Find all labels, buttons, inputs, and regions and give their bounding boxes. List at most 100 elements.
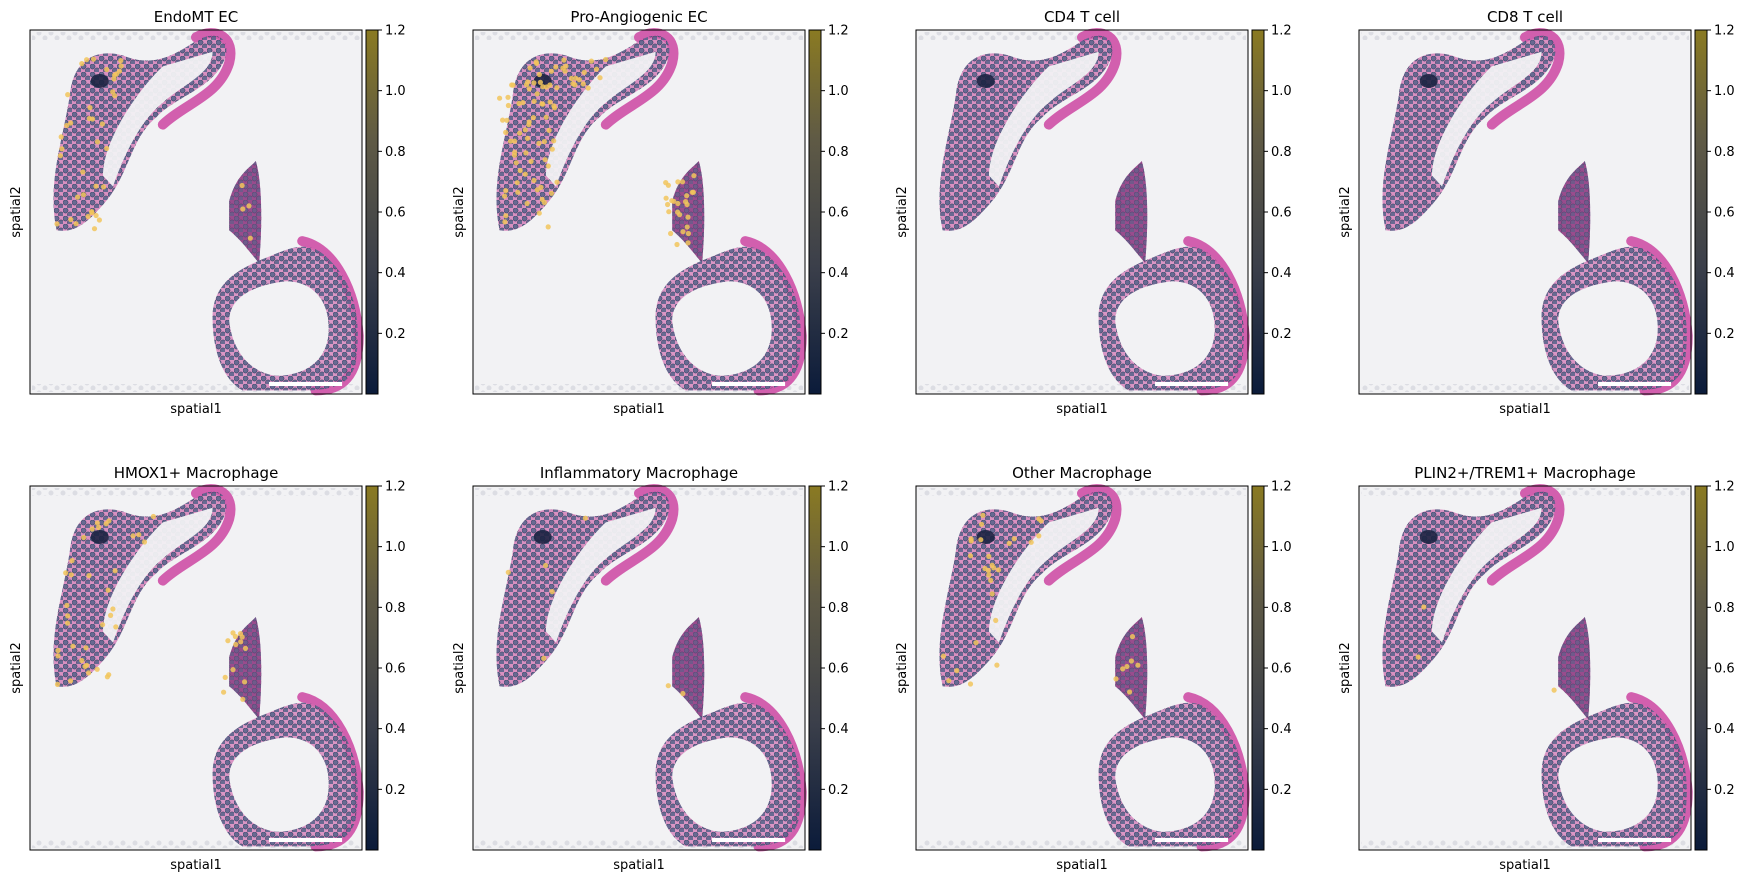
hot-spot [1415, 654, 1421, 660]
panel-2: Pro-Angiogenic EC spatial1 spatial2 0.2 0.4 0… [452, 8, 849, 417]
colorbar-tick-label: 1.0 [1271, 540, 1292, 555]
colorbar-tick-label: 0.8 [828, 601, 849, 616]
hot-spot [1006, 540, 1012, 547]
hot-spot [665, 683, 671, 689]
hot-spot [1036, 533, 1042, 539]
spots-ring [1541, 702, 1687, 847]
lumen-upper [103, 51, 213, 187]
hot-spot [118, 63, 124, 69]
hot-spot [549, 146, 555, 152]
axes-frame [29, 485, 363, 851]
hot-spot [685, 240, 691, 246]
colorbar-tick-label: 1.0 [1714, 540, 1735, 555]
hot-spot [64, 122, 70, 129]
x-axis-label: spatial1 [1499, 402, 1551, 417]
hot-spot [988, 577, 994, 584]
hot-spot [685, 214, 691, 220]
colorbar-tick-label: 0.8 [1271, 601, 1292, 616]
panel-8: PLIN2+/TREM1+ Macrophage spatial1 spatial2… [1338, 464, 1735, 873]
colorbar-tick-label: 0.2 [385, 783, 406, 798]
colorbar-tick-label: 1.2 [1714, 24, 1735, 39]
y-axis-label: spatial2 [452, 642, 467, 694]
hot-spot [82, 663, 88, 670]
hot-spot [240, 206, 246, 212]
hot-spot [1127, 689, 1133, 695]
hot-spot [75, 194, 81, 200]
dark-spot-cluster [90, 73, 109, 88]
high-value-spots [54, 56, 253, 241]
hot-spot [531, 98, 537, 104]
colorbar-tick-label: 0.4 [1714, 722, 1735, 737]
hot-spot [54, 221, 60, 227]
lumen-upper [1432, 507, 1542, 643]
panel-7: Other Macrophage spatial1 spatial2 0.2 0.4 0.… [895, 464, 1292, 873]
hot-spot [505, 94, 511, 100]
spots-middle [1115, 161, 1148, 263]
hot-spot [221, 689, 227, 695]
hot-spot [93, 212, 99, 219]
colorbar [1694, 485, 1708, 851]
hot-spot [57, 153, 64, 159]
panel-title: Inflammatory Macrophage [540, 464, 738, 482]
hot-spot [570, 81, 576, 87]
hot-spot [225, 638, 231, 644]
hot-spot [89, 209, 95, 215]
scale-bar [269, 838, 343, 842]
hot-spot [505, 102, 511, 109]
dark-spot-cluster [1419, 73, 1438, 88]
hot-spot [1421, 604, 1427, 610]
colorbar-tick-label: 0.8 [1714, 145, 1735, 160]
hot-spot [111, 76, 117, 82]
hot-spot [94, 520, 100, 526]
colorbar-tick-label: 0.6 [385, 662, 406, 677]
hot-spot [55, 647, 61, 654]
hot-spot [522, 171, 528, 177]
hot-spot [691, 173, 697, 179]
x-axis-label: spatial1 [613, 858, 665, 873]
scale-bar [269, 382, 343, 386]
hot-spot [979, 521, 985, 527]
x-axis-label: spatial1 [613, 402, 665, 417]
hot-spot [73, 221, 79, 227]
hot-spot [526, 86, 532, 92]
hot-spot [551, 138, 557, 144]
colorbar-tick-label: 0.2 [1271, 783, 1292, 798]
hot-spot [991, 565, 997, 571]
hot-spot [543, 84, 550, 90]
hot-spot [554, 179, 560, 185]
colorbar-tick-label: 1.2 [828, 480, 849, 495]
colorbar-tick-label: 0.8 [828, 145, 849, 160]
hot-spot [593, 66, 600, 72]
hot-spot [511, 149, 518, 155]
colorbar-tick-label: 0.8 [385, 145, 406, 160]
hot-spot [68, 572, 74, 578]
colorbar-tick-label: 1.0 [1714, 84, 1735, 99]
hot-spot [100, 622, 106, 628]
hot-spot [64, 620, 71, 626]
hot-spot [675, 200, 681, 207]
hot-spot [597, 75, 603, 81]
hot-spot [83, 645, 89, 651]
x-axis-label: spatial1 [1056, 858, 1108, 873]
hot-spot [136, 532, 142, 538]
panel-1: EndoMT EC spatial1 spatial2 0.2 0.4 0.6 0.8 1.0… [9, 8, 406, 417]
y-axis-label: spatial2 [9, 642, 24, 694]
panel-title: HMOX1+ Macrophage [114, 464, 279, 482]
capture-area-bottom-border [32, 384, 360, 392]
hot-spot [1113, 676, 1119, 682]
hot-spot [113, 624, 119, 630]
colorbar [365, 485, 379, 851]
hot-spot [70, 643, 76, 649]
colorbar-tick-label: 0.4 [385, 722, 406, 737]
hot-spot [89, 526, 95, 532]
hot-spot [684, 224, 690, 230]
hot-spot [65, 92, 71, 98]
hot-spot [1135, 662, 1141, 668]
hot-spot [528, 158, 534, 164]
spots-ring [212, 246, 358, 391]
hot-spot [675, 179, 681, 185]
spots-middle [229, 161, 262, 263]
axes-frame [1358, 485, 1692, 851]
spots-ring [655, 702, 801, 847]
hot-spot [1128, 658, 1134, 664]
